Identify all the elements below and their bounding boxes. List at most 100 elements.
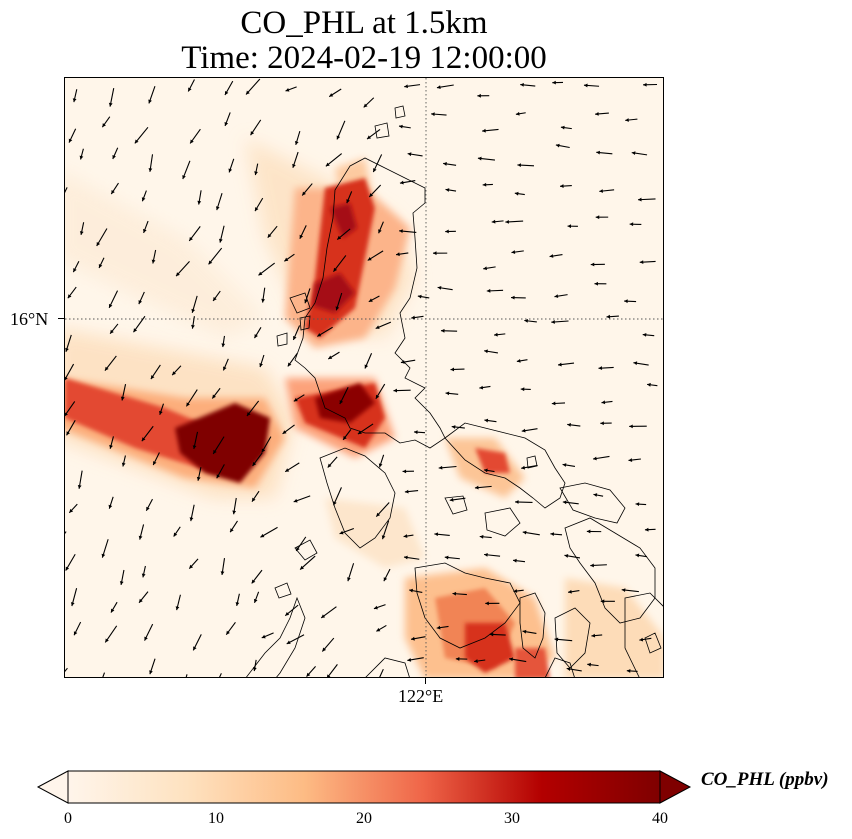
- wind-vector-head: [73, 631, 78, 636]
- wind-vector-head: [551, 320, 555, 324]
- wind-vector-head: [304, 299, 308, 304]
- wind-vector-head: [383, 577, 388, 582]
- wind-vector-head: [325, 162, 330, 167]
- wind-vector-head: [407, 152, 412, 157]
- wind-vector-head: [445, 391, 450, 396]
- wind-vector-head: [436, 85, 441, 90]
- wind-vector-head: [322, 647, 327, 652]
- wind-vector-head: [515, 111, 520, 116]
- wind-vector-head: [213, 296, 217, 301]
- wind-vector-head: [252, 462, 257, 466]
- wind-vector-head: [455, 657, 460, 661]
- wind-vector-head: [491, 219, 496, 224]
- wind-vector-head: [339, 400, 344, 405]
- wind-vector-head: [296, 546, 300, 551]
- wind-vector-head: [631, 151, 636, 156]
- wind-vector-head: [642, 332, 647, 337]
- wind-vector-head: [367, 135, 372, 140]
- wind-vector-head: [567, 224, 572, 229]
- wind-vector-head: [591, 633, 596, 638]
- wind-vector-head: [105, 638, 109, 643]
- wind-vector-head: [339, 530, 344, 535]
- wind-vector-head: [112, 154, 116, 159]
- wind-vector-head: [226, 630, 230, 635]
- wind-vector-head: [594, 281, 598, 286]
- map-panel[interactable]: [64, 77, 664, 678]
- wind-vector-head: [437, 286, 442, 290]
- wind-vector-head: [445, 188, 450, 192]
- wind-vector-head: [232, 510, 237, 515]
- wind-vector-head: [598, 366, 603, 370]
- wind-vector-head: [483, 468, 488, 473]
- wind-vector-head: [644, 527, 649, 532]
- wind-vector-head: [346, 199, 350, 204]
- wind-vector-head: [191, 324, 195, 329]
- wind-vector-head: [477, 93, 481, 98]
- wind-vector-head: [149, 670, 153, 675]
- wind-vector-head: [639, 637, 644, 642]
- wind-vector-head: [590, 563, 594, 568]
- wind-vector-head: [96, 241, 101, 246]
- wind-vector-head: [246, 90, 250, 95]
- wind-vector: [65, 667, 68, 673]
- wind-vector-head: [628, 458, 633, 462]
- wind-vector-head: [175, 606, 180, 611]
- colorbar: [36, 770, 696, 804]
- wind-vector-head: [558, 362, 562, 367]
- wind-vector-head: [562, 500, 567, 505]
- wind-vector-head: [445, 229, 449, 234]
- wind-vector-head: [367, 256, 372, 261]
- wind-vector-head: [224, 91, 229, 96]
- wind-vector-head: [520, 82, 524, 87]
- wind-vector-head: [196, 476, 201, 481]
- wind-vector-head: [378, 229, 382, 234]
- wind-vector-head: [148, 168, 153, 172]
- wind-vector-head: [220, 571, 225, 575]
- wind-vector-head: [505, 219, 510, 224]
- wind-vector-head: [396, 252, 400, 257]
- wind-vector-head: [329, 93, 334, 97]
- wind-vector-head: [566, 667, 571, 671]
- wind-vector-head: [336, 135, 341, 140]
- wind-vector-head: [260, 533, 265, 538]
- wind-vector-head: [560, 125, 565, 130]
- wind-vector-head: [357, 430, 362, 435]
- wind-vector-head: [375, 394, 380, 399]
- wind-vector-head: [482, 182, 487, 187]
- wind-vector-head: [190, 139, 194, 144]
- wind-vector-head: [562, 463, 567, 467]
- wind-vector-head: [629, 222, 634, 227]
- wind-vector-head: [509, 657, 513, 662]
- wind-vector-head: [483, 266, 487, 271]
- wind-vector-head: [292, 163, 296, 168]
- wind-vector-head: [567, 422, 571, 427]
- wind-vector-head: [474, 485, 479, 490]
- wind-vector-head: [520, 387, 525, 392]
- wind-vector-head: [68, 138, 73, 143]
- wind-vector-head: [516, 358, 521, 363]
- wind-vector-head: [119, 581, 124, 585]
- wind-vector-head: [300, 565, 304, 570]
- wind-vector-head: [306, 672, 311, 677]
- map-canvas: [65, 78, 663, 677]
- wind-vector-head: [432, 251, 437, 256]
- wind-vector-head: [637, 197, 642, 202]
- wind-vector-head: [193, 646, 197, 651]
- wind-vector-head: [144, 636, 148, 641]
- wind-vector-head: [635, 502, 640, 507]
- wind-vector-head: [335, 306, 340, 311]
- wind-vector-head: [586, 529, 591, 534]
- wind-vector-head: [411, 315, 415, 320]
- gridlines: [65, 78, 663, 677]
- wind-vector-head: [438, 465, 443, 470]
- wind-vector-head: [327, 463, 332, 468]
- wind-vector-head: [221, 343, 226, 348]
- wind-vector-head: [494, 332, 498, 337]
- wind-vector-head: [524, 318, 529, 323]
- wind-vector-head: [552, 80, 556, 85]
- wind-vector-head: [404, 555, 408, 560]
- wind-vector-head: [79, 231, 84, 235]
- wind-vector-head: [293, 397, 298, 402]
- wind-vector-head: [513, 558, 517, 563]
- wind-vector-head: [141, 573, 146, 578]
